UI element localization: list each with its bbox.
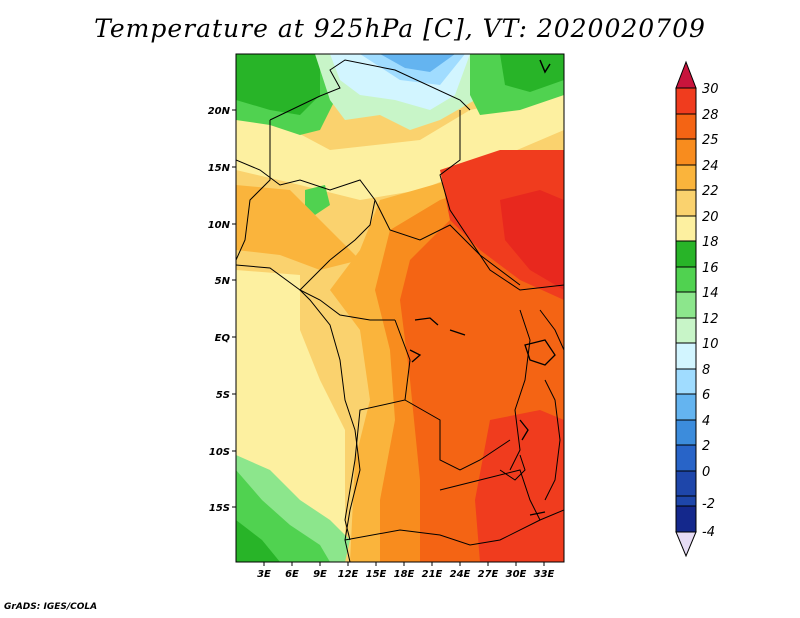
border-cameroon: [299, 259, 395, 321]
colorbar-segment: [675, 291, 697, 319]
map-frame: [235, 53, 565, 563]
colorbar-segment: [675, 342, 697, 370]
river-2: [449, 329, 466, 336]
river-3: [409, 349, 422, 363]
lat-label: 15S: [209, 503, 230, 514]
field-4-6-north: [380, 54, 455, 72]
lon-label: 18E: [394, 569, 415, 580]
colorbar-label: 12: [702, 312, 719, 327]
grads-credit: GrADS: IGES/COLA: [4, 602, 98, 612]
lat-label: 10S: [209, 447, 230, 458]
colorbar-label: 20: [702, 210, 719, 225]
colorbar-segment: [675, 138, 697, 166]
colorbar-label: 2: [702, 439, 710, 454]
lon-label: 15E: [366, 569, 387, 580]
lat-label: EQ: [215, 333, 231, 344]
lat-label: 15N: [208, 163, 231, 174]
colorbar-segment: [675, 444, 697, 472]
field-22-24-west: [236, 185, 360, 270]
colorbar-label: 0: [702, 465, 710, 480]
lake-kivu: [519, 419, 529, 441]
figure-title: Temperature at 925hPa [C], VT: 202002070…: [94, 14, 706, 43]
field-16-18-sw: [236, 520, 280, 562]
border-north: [269, 59, 471, 121]
border-zambia: [439, 469, 541, 521]
colorbar-top-arrow: [675, 60, 697, 89]
colorbar-label: 30: [702, 82, 719, 97]
lon-label: 6E: [285, 569, 299, 580]
temperature-field: [236, 54, 564, 562]
lon-label: 27E: [478, 569, 499, 580]
field-green-spot: [305, 185, 330, 215]
lat-label: 10N: [208, 220, 231, 231]
colorbar-label: 16: [702, 261, 719, 276]
colorbar-segment: [675, 317, 697, 344]
colorbar-segment: [675, 266, 697, 293]
colorbar-bottom-arrow: [675, 531, 697, 558]
field-18-20-north: [236, 90, 564, 200]
colorbar-segment: [675, 393, 697, 421]
colorbar: 30 28 25 24 22 20 18 16 14 12 10 8 6 4 2…: [675, 60, 719, 558]
colorbar-segment: [675, 505, 697, 533]
border-ne-mark: [539, 59, 551, 74]
colorbar-label: 14: [702, 286, 719, 301]
border-car-north: [374, 199, 521, 286]
colorbar-segment: [675, 87, 697, 115]
lon-label: 21E: [422, 569, 443, 580]
border-drc-angola: [404, 399, 511, 471]
colorbar-label: 8: [702, 363, 710, 378]
great-lakes-border: [509, 309, 531, 471]
lon-label: 3E: [257, 569, 271, 580]
lon-label: 9E: [313, 569, 327, 580]
latitude-axis: 20N 15N 10N 5N EQ 5S 10S 15S: [208, 106, 236, 514]
lon-label: 30E: [506, 569, 527, 580]
colorbar-label: 18: [702, 235, 719, 250]
field-28-30-core: [500, 190, 564, 290]
border-congo: [344, 319, 411, 541]
colorbar-label: 4: [702, 414, 710, 429]
lat-label: 5S: [216, 390, 230, 401]
longitude-axis: 3E 6E 9E 12E 15E 18E 21E 24E 27E 30E 33E: [257, 562, 555, 580]
lat-label: 5N: [215, 276, 231, 287]
lat-label: 20N: [208, 106, 231, 117]
field-16-18-ne: [500, 54, 564, 92]
river-4: [529, 511, 546, 516]
coastline: [236, 264, 361, 562]
colorbar-label: 24: [702, 159, 719, 174]
colorbar-label: 22: [702, 184, 719, 199]
colorbar-segment: [675, 419, 697, 446]
colorbar-segment: [675, 215, 697, 242]
field-16-18-north: [236, 54, 320, 115]
colorbar-segment: [675, 189, 697, 217]
country-borders: [236, 59, 564, 562]
lon-label: 33E: [534, 569, 555, 580]
colorbar-label: 10: [702, 337, 719, 352]
colorbar-label: -4: [702, 525, 715, 540]
colorbar-segment: [675, 470, 697, 497]
lake-mweru: [499, 454, 526, 481]
lake-tanganyika: [544, 379, 561, 501]
colorbar-segment: [675, 113, 697, 140]
border-chad-sudan: [439, 110, 564, 291]
field-28-30-se: [475, 410, 564, 562]
lon-label: 12E: [338, 569, 359, 580]
lon-label: 24E: [450, 569, 471, 580]
colorbar-label: 25: [702, 133, 719, 148]
border-west: [236, 120, 271, 261]
colorbar-segment: [675, 240, 697, 268]
colorbar-label: 6: [702, 388, 710, 403]
lake-victoria: [524, 339, 556, 366]
colorbar-segment: [675, 164, 697, 191]
colorbar-label: -2: [702, 497, 715, 512]
colorbar-segment: [675, 368, 697, 395]
colorbar-label: 28: [702, 108, 719, 123]
rivers-lakes: [409, 317, 556, 516]
river-1: [414, 317, 439, 326]
lake-victoria-border: [539, 309, 564, 351]
